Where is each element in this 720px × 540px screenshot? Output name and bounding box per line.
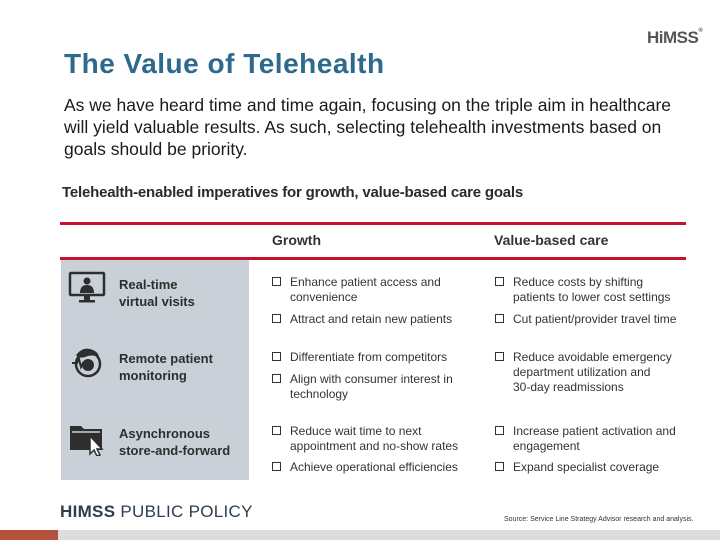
item-text: Reduce avoidable emergency bbox=[513, 350, 672, 364]
patient-monitoring-icon bbox=[72, 348, 102, 378]
row-label-asynchronous: Asynchronous store-and-forward bbox=[119, 425, 230, 459]
growth-item: Enhance patient access and convenience bbox=[272, 275, 472, 305]
item-text: Differentiate from competitors bbox=[290, 350, 448, 364]
item-text: Attract and retain new patients bbox=[290, 312, 453, 326]
value-based-care-item: Expand specialist coverage bbox=[495, 460, 695, 475]
value-based-care-item: Reduce avoidable emergency department uti… bbox=[495, 350, 695, 395]
brand-rest: PUBLIC POLICY bbox=[115, 502, 253, 521]
footer-accent bbox=[0, 530, 58, 540]
checkbox-square-icon bbox=[272, 352, 281, 361]
checkbox-square-icon bbox=[495, 462, 504, 471]
value-based-care-item: Cut patient/provider travel time bbox=[495, 312, 695, 327]
checkbox-square-icon bbox=[495, 314, 504, 323]
checkbox-square-icon bbox=[272, 314, 281, 323]
item-text: Align with consumer interest in bbox=[290, 372, 453, 386]
row-label-line: virtual visits bbox=[119, 294, 195, 309]
checkbox-square-icon bbox=[272, 277, 281, 286]
himss-logo: HiMSS® bbox=[647, 28, 703, 47]
footer-bar bbox=[0, 530, 720, 540]
folder-cursor-icon bbox=[70, 426, 104, 456]
row-label-line: Remote patient bbox=[119, 351, 213, 366]
growth-item: Align with consumer interest in technolog… bbox=[272, 372, 472, 402]
item-text: Achieve operational efficiencies bbox=[290, 460, 458, 474]
item-text: Increase patient activation and bbox=[513, 424, 676, 438]
checkbox-square-icon bbox=[272, 426, 281, 435]
item-text: 30-day readmissions bbox=[513, 380, 624, 394]
item-text: patients to lower cost settings bbox=[513, 290, 671, 304]
item-text: engagement bbox=[513, 439, 580, 453]
figure-title: Telehealth-enabled imperatives for growt… bbox=[62, 184, 524, 201]
value-based-care-item: Increase patient activation and engagemen… bbox=[495, 424, 695, 454]
growth-item: Differentiate from competitors bbox=[272, 350, 472, 365]
row-label-line: store-and-forward bbox=[119, 443, 231, 458]
column-header-value-based-care: Value-based care bbox=[494, 232, 609, 248]
item-text: appointment and no-show rates bbox=[290, 439, 459, 453]
item-text: technology bbox=[290, 387, 349, 401]
checkbox-square-icon bbox=[495, 277, 504, 286]
divider-header bbox=[60, 257, 686, 260]
row-label-line: Asynchronous bbox=[119, 426, 211, 441]
checkbox-square-icon bbox=[495, 426, 504, 435]
item-text: Reduce costs by shifting bbox=[513, 275, 644, 289]
checkbox-square-icon bbox=[272, 462, 281, 471]
row-label-real-time: Real-time virtual visits bbox=[119, 276, 195, 310]
value-based-care-item: Reduce costs by shifting patients to lowe… bbox=[495, 275, 695, 305]
source-note: Source: Service Line Strategy Advisor re… bbox=[504, 516, 694, 523]
row-label-remote-monitoring: Remote patient monitoring bbox=[119, 350, 213, 384]
item-text: Reduce wait time to next bbox=[290, 424, 422, 438]
row-label-line: monitoring bbox=[119, 368, 187, 383]
item-text: convenience bbox=[290, 290, 358, 304]
item-text: Enhance patient access and bbox=[290, 275, 441, 289]
checkbox-square-icon bbox=[272, 374, 281, 383]
growth-item: Reduce wait time to next appointment and … bbox=[272, 424, 472, 454]
item-text: Cut patient/provider travel time bbox=[513, 312, 677, 326]
item-text: department utilization and bbox=[513, 365, 651, 379]
intro-paragraph: As we have heard time and time again, fo… bbox=[64, 95, 672, 159]
column-header-growth: Growth bbox=[272, 232, 321, 248]
growth-item: Achieve operational efficiencies bbox=[272, 460, 472, 475]
item-text: Expand specialist coverage bbox=[513, 460, 660, 474]
monitor-doctor-icon bbox=[68, 271, 106, 303]
row-label-line: Real-time bbox=[119, 277, 178, 292]
brand-bold: HIMSS bbox=[60, 502, 116, 521]
slide-title: The Value of Telehealth bbox=[64, 48, 385, 79]
growth-item: Attract and retain new patients bbox=[272, 312, 472, 327]
himss-public-policy-logo: HIMSS PUBLIC POLICY bbox=[60, 502, 253, 522]
divider-top bbox=[60, 222, 686, 225]
checkbox-square-icon bbox=[495, 352, 504, 361]
